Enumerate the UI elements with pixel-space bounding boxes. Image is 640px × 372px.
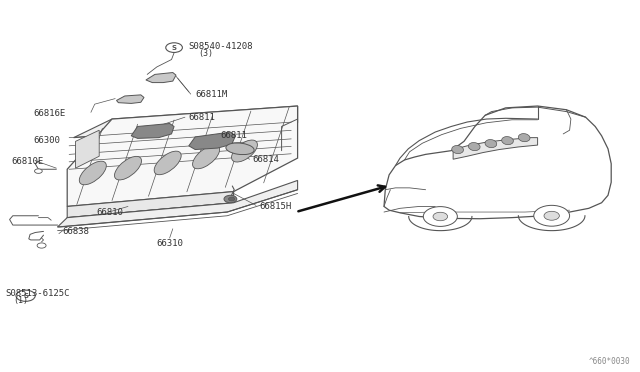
Circle shape (16, 290, 35, 301)
Polygon shape (58, 180, 298, 227)
Text: 66811: 66811 (221, 131, 248, 140)
Circle shape (228, 197, 235, 201)
Text: 66838: 66838 (63, 227, 90, 236)
Text: 66816E: 66816E (33, 109, 65, 118)
Ellipse shape (518, 134, 530, 142)
Circle shape (35, 169, 42, 173)
Polygon shape (67, 106, 298, 206)
Circle shape (433, 212, 447, 221)
Text: 66811: 66811 (189, 113, 216, 122)
Circle shape (37, 243, 46, 248)
Text: 66815H: 66815H (259, 202, 291, 211)
Text: ^660*0030: ^660*0030 (589, 357, 630, 366)
Ellipse shape (232, 140, 257, 162)
Polygon shape (131, 124, 174, 138)
Ellipse shape (226, 143, 254, 155)
Text: 66300: 66300 (33, 136, 60, 145)
Text: 66810: 66810 (96, 208, 123, 217)
Polygon shape (67, 203, 234, 225)
Text: S08540-41208: S08540-41208 (189, 42, 253, 51)
Text: (1): (1) (13, 296, 28, 305)
Text: 66810E: 66810E (12, 157, 44, 166)
Polygon shape (76, 130, 99, 168)
Text: S: S (172, 45, 177, 51)
Polygon shape (116, 95, 144, 103)
Text: (3): (3) (198, 49, 213, 58)
Polygon shape (453, 138, 538, 159)
Circle shape (166, 43, 182, 52)
Ellipse shape (502, 137, 513, 145)
Text: S08513-6125C: S08513-6125C (5, 289, 70, 298)
Circle shape (544, 211, 559, 220)
Circle shape (534, 205, 570, 226)
Ellipse shape (154, 151, 181, 175)
Circle shape (423, 206, 458, 227)
Polygon shape (74, 106, 298, 138)
Ellipse shape (79, 161, 106, 185)
Polygon shape (146, 73, 176, 83)
Ellipse shape (452, 145, 463, 154)
Text: S: S (23, 293, 28, 299)
Ellipse shape (115, 156, 141, 180)
Polygon shape (67, 192, 234, 218)
Text: 66310: 66310 (157, 239, 184, 248)
Ellipse shape (193, 145, 220, 169)
Text: 66811M: 66811M (195, 90, 227, 99)
Polygon shape (189, 132, 236, 150)
Text: 66814: 66814 (253, 155, 280, 164)
Ellipse shape (485, 140, 497, 148)
Ellipse shape (468, 142, 480, 151)
Circle shape (224, 195, 237, 203)
